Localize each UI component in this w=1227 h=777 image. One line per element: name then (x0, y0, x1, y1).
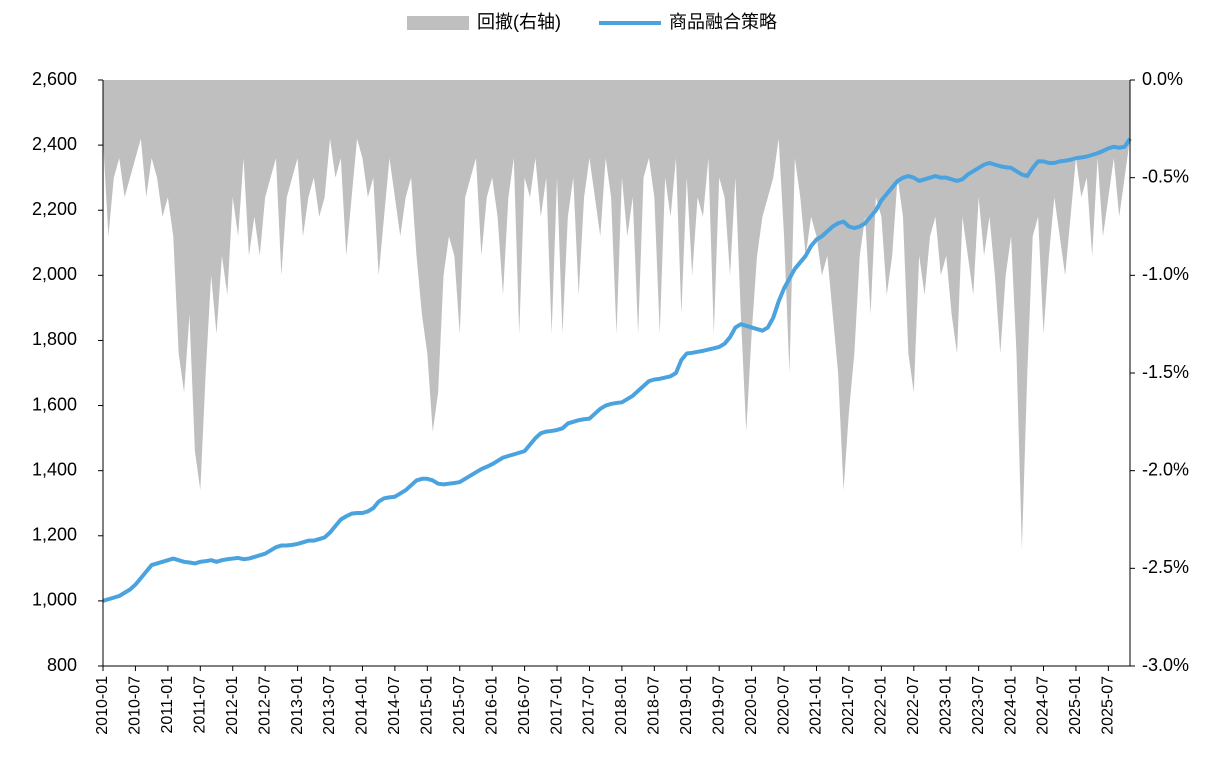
x-tick-label: 2010-01 (94, 676, 111, 735)
y2-tick-label: -3.0% (1142, 655, 1189, 675)
x-tick-label: 2020-01 (743, 676, 760, 735)
y-tick-label: 1,600 (32, 394, 77, 414)
x-tick-label: 2012-07 (256, 676, 273, 735)
x-tick-label: 2018-07 (646, 676, 663, 735)
y-tick-label: 2,600 (32, 69, 77, 89)
x-tick-label: 2014-01 (354, 676, 371, 735)
y2-tick-label: -2.0% (1142, 459, 1189, 479)
y2-tick-label: -0.5% (1142, 166, 1189, 186)
x-tick-label: 2010-07 (127, 676, 144, 735)
y-tick-label: 2,000 (32, 264, 77, 284)
y-tick-label: 1,800 (32, 329, 77, 349)
drawdown-area (103, 80, 1130, 549)
x-tick-label: 2019-07 (710, 676, 727, 735)
y-tick-label: 2,400 (32, 134, 77, 154)
y-tick-label: 800 (47, 655, 77, 675)
legend-label: 回撤(右轴) (477, 12, 561, 32)
x-tick-label: 2023-07 (970, 676, 987, 735)
x-tick-label: 2020-07 (775, 676, 792, 735)
y-tick-label: 1,200 (32, 525, 77, 545)
x-tick-label: 2017-01 (548, 676, 565, 735)
x-tick-label: 2025-07 (1100, 676, 1117, 735)
x-tick-label: 2016-07 (516, 676, 533, 735)
x-tick-label: 2022-01 (873, 676, 890, 735)
x-tick-label: 2014-07 (386, 676, 403, 735)
y-tick-label: 1,400 (32, 459, 77, 479)
x-tick-label: 2018-01 (613, 676, 630, 735)
x-tick-label: 2022-07 (905, 676, 922, 735)
y2-tick-label: 0.0% (1142, 69, 1183, 89)
x-tick-label: 2011-01 (159, 676, 176, 734)
x-tick-label: 2013-01 (289, 676, 306, 735)
x-tick-label: 2011-07 (192, 676, 209, 734)
x-tick-label: 2021-01 (808, 676, 825, 735)
x-tick-label: 2015-07 (451, 676, 468, 735)
x-tick-label: 2012-01 (224, 676, 241, 735)
x-tick-label: 2015-01 (419, 676, 436, 735)
legend-swatch (407, 16, 469, 30)
x-tick-label: 2017-07 (581, 676, 598, 735)
x-tick-label: 2024-07 (1035, 676, 1052, 735)
y2-tick-label: -1.5% (1142, 362, 1189, 382)
x-tick-label: 2025-01 (1067, 676, 1084, 735)
x-tick-label: 2021-07 (840, 676, 857, 735)
y2-tick-label: -1.0% (1142, 264, 1189, 284)
x-tick-label: 2019-01 (678, 676, 695, 735)
y2-tick-label: -2.5% (1142, 557, 1189, 577)
y-tick-label: 2,200 (32, 199, 77, 219)
legend-label: 商品融合策略 (669, 12, 777, 32)
x-tick-label: 2016-01 (483, 676, 500, 735)
y-tick-label: 1,000 (32, 590, 77, 610)
nav-line (102, 137, 1132, 603)
x-tick-label: 2024-01 (1002, 676, 1019, 735)
x-tick-label: 2013-07 (321, 676, 338, 735)
x-tick-label: 2023-01 (937, 676, 954, 735)
